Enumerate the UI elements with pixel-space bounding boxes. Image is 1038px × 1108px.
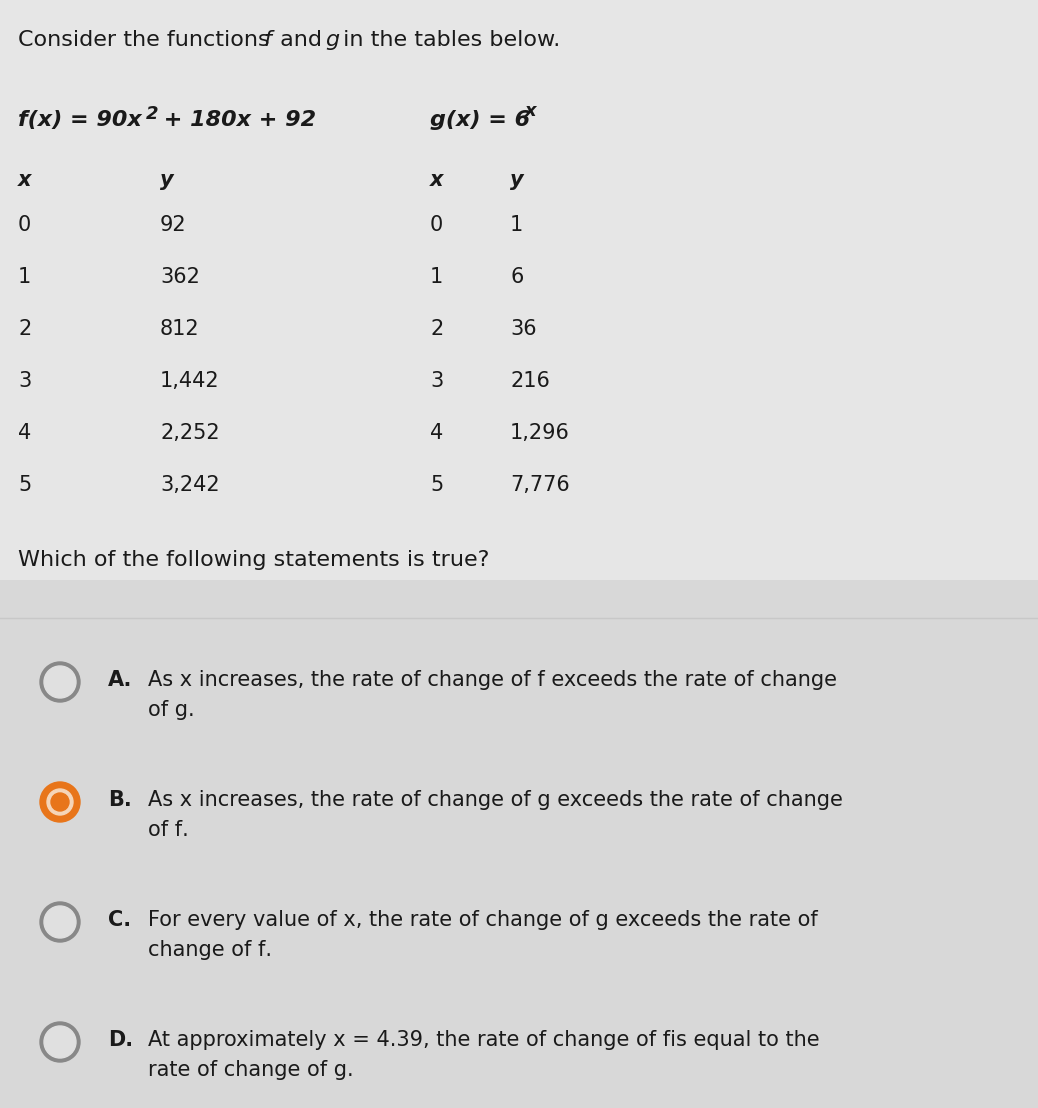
Text: change of ​f​.: change of ​f​. xyxy=(148,940,272,960)
Circle shape xyxy=(44,666,76,698)
Text: 6: 6 xyxy=(510,267,523,287)
Text: 1: 1 xyxy=(430,267,443,287)
Text: 3: 3 xyxy=(430,371,443,391)
FancyBboxPatch shape xyxy=(0,579,1038,1108)
Text: D.: D. xyxy=(108,1030,133,1050)
Text: g(x) = 6: g(x) = 6 xyxy=(430,110,530,130)
Text: and: and xyxy=(273,30,329,50)
Circle shape xyxy=(40,782,80,822)
Text: 4: 4 xyxy=(430,423,443,443)
Text: 2: 2 xyxy=(146,105,159,123)
Text: x: x xyxy=(525,102,537,120)
Text: Which of the following statements is true?: Which of the following statements is tru… xyxy=(18,550,489,570)
Text: f(x) = 90x: f(x) = 90x xyxy=(18,110,142,130)
Text: 5: 5 xyxy=(18,475,31,495)
Text: y: y xyxy=(510,170,523,189)
Text: 216: 216 xyxy=(510,371,550,391)
Text: As ​x​ increases, the rate of change of ​g​ exceeds the rate of change: As ​x​ increases, the rate of change of … xyxy=(148,790,843,810)
Text: 1: 1 xyxy=(18,267,31,287)
Text: 812: 812 xyxy=(160,319,199,339)
Circle shape xyxy=(40,661,80,702)
Text: 1,442: 1,442 xyxy=(160,371,220,391)
Text: y: y xyxy=(160,170,173,189)
Text: 3: 3 xyxy=(18,371,31,391)
Text: of ​g​.: of ​g​. xyxy=(148,700,195,720)
Text: 0: 0 xyxy=(18,215,31,235)
Text: For every value of ​x​, the rate of change of ​g​ exceeds the rate of: For every value of ​x​, the rate of chan… xyxy=(148,910,818,930)
Text: 1: 1 xyxy=(510,215,523,235)
Text: + 180x + 92: + 180x + 92 xyxy=(156,110,317,130)
Text: 1,296: 1,296 xyxy=(510,423,570,443)
Circle shape xyxy=(47,789,73,815)
Text: At approximately ​x​​ = 4.39, the rate of change of ​f​is equal to the: At approximately ​x​​ = 4.39, the rate o… xyxy=(148,1030,820,1050)
Circle shape xyxy=(44,1026,76,1058)
Circle shape xyxy=(51,793,69,811)
Text: 362: 362 xyxy=(160,267,200,287)
Text: 36: 36 xyxy=(510,319,537,339)
Text: 3,242: 3,242 xyxy=(160,475,220,495)
Text: x: x xyxy=(430,170,443,189)
Text: B.: B. xyxy=(108,790,132,810)
Text: 2: 2 xyxy=(18,319,31,339)
Text: 7,776: 7,776 xyxy=(510,475,570,495)
Circle shape xyxy=(40,902,80,942)
Circle shape xyxy=(44,906,76,938)
Text: 5: 5 xyxy=(430,475,443,495)
Text: g: g xyxy=(325,30,339,50)
Text: 2,252: 2,252 xyxy=(160,423,220,443)
Circle shape xyxy=(40,1022,80,1061)
Text: of ​f​.: of ​f​. xyxy=(148,820,189,840)
Text: 0: 0 xyxy=(430,215,443,235)
FancyBboxPatch shape xyxy=(0,0,1038,579)
Text: f: f xyxy=(263,30,271,50)
Text: x: x xyxy=(18,170,31,189)
Text: in the tables below.: in the tables below. xyxy=(336,30,561,50)
Text: As ​x​ increases, the rate of change of ​f​ exceeds the rate of change: As ​x​ increases, the rate of change of … xyxy=(148,670,837,690)
Text: 4: 4 xyxy=(18,423,31,443)
Text: rate of change of ​g​.: rate of change of ​g​. xyxy=(148,1060,354,1080)
Text: A.: A. xyxy=(108,670,133,690)
Text: 92: 92 xyxy=(160,215,187,235)
Text: 2: 2 xyxy=(430,319,443,339)
Text: C.: C. xyxy=(108,910,131,930)
Text: Consider the functions: Consider the functions xyxy=(18,30,277,50)
